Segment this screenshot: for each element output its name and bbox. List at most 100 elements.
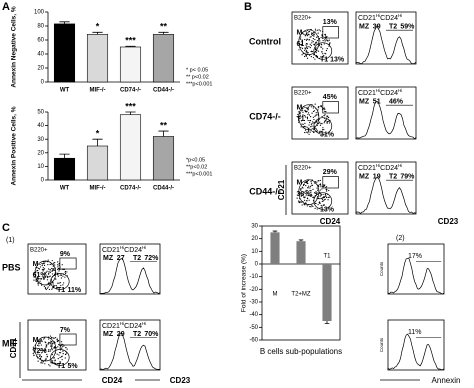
event-dot [302, 115, 304, 118]
event-dot [51, 345, 53, 347]
event-dot [312, 56, 315, 59]
event-dot [307, 109, 309, 111]
y-tick-label: -10 [249, 274, 258, 280]
event-dot [57, 264, 59, 266]
event-dot [46, 353, 48, 356]
event-dot [300, 46, 302, 49]
event-dot [310, 126, 312, 128]
event-dot [305, 55, 307, 57]
y-axis-label: Annexin Positive Cells, % [11, 106, 18, 185]
event-dot [314, 103, 316, 105]
population-label: 19 [373, 173, 381, 180]
event-dot [322, 196, 324, 199]
y-tick-label: 40 [37, 52, 44, 58]
event-dot [320, 123, 322, 125]
histogram-title-part: Hi [398, 163, 402, 168]
histogram-title-part: CD21 [102, 247, 120, 254]
plot-frame [261, 225, 341, 341]
y-tick-label: 100 [34, 10, 45, 16]
event-dot [306, 45, 308, 47]
bar [86, 34, 109, 83]
event-dot [57, 266, 59, 268]
histogram-title-part: Hi [376, 163, 380, 168]
significance: ** [160, 22, 168, 32]
event-dot [305, 189, 307, 192]
note: ***p<0.001 [186, 81, 212, 87]
population-label: 31% [320, 132, 335, 139]
event-dot [309, 190, 311, 192]
y-tick-label: 30 [251, 224, 258, 230]
event-dot [310, 50, 312, 53]
event-dot [316, 181, 318, 183]
event-dot [304, 196, 306, 198]
event-dot [44, 276, 46, 279]
event-dot [308, 34, 310, 36]
event-dot [319, 195, 321, 197]
event-dot [43, 277, 45, 280]
event-dot [58, 343, 60, 346]
event-dot [62, 346, 64, 348]
event-dot [48, 281, 50, 283]
error-bar [158, 31, 169, 35]
event-dot [44, 287, 47, 289]
event-dot [37, 279, 39, 281]
gate [313, 192, 333, 210]
gate [322, 101, 339, 114]
event-dot [324, 198, 326, 200]
histogram-frame [387, 319, 445, 371]
event-dot [300, 201, 302, 203]
event-dot [49, 342, 51, 344]
event-dot [304, 34, 306, 36]
event-dot [319, 179, 321, 182]
event-dot [39, 266, 42, 268]
event-dot [301, 204, 303, 206]
row-label: Control [249, 36, 281, 46]
event-dot [306, 50, 308, 52]
histogram-title: CD21HiCD24Hi [358, 13, 402, 22]
histogram-title-part: CD24 [124, 247, 142, 254]
note: ***p<0.001 [186, 171, 212, 177]
event-dot [47, 282, 50, 285]
event-dot [307, 187, 309, 189]
event-dot [327, 199, 329, 201]
histogram-title: CD21HiCD24Hi [358, 163, 402, 172]
error-bar [59, 21, 70, 24]
event-dot [54, 264, 56, 266]
event-dot [47, 350, 50, 352]
event-dot [325, 39, 328, 41]
population-label: T1 [320, 57, 328, 64]
event-dot [323, 107, 326, 109]
event-dot [323, 129, 325, 131]
event-dot [45, 342, 47, 344]
event-dot [322, 193, 324, 196]
event-dot [51, 267, 53, 270]
significance: * [96, 129, 100, 139]
event-dot [65, 346, 67, 349]
event-dot [321, 129, 324, 131]
event-dot [308, 105, 310, 107]
event-dot [55, 278, 57, 280]
event-dot [300, 110, 302, 112]
event-dot [323, 122, 325, 124]
bar [86, 145, 109, 181]
event-dot [311, 125, 313, 127]
x-axis-label: B cells sub-populations [260, 347, 342, 356]
event-dot [319, 201, 321, 203]
event-dot [311, 32, 313, 34]
event-dot [319, 189, 321, 191]
histogram-title-part: CD24 [380, 90, 398, 97]
axis-label: CD21 [9, 337, 18, 358]
event-dot [306, 197, 309, 199]
event-dot [307, 106, 309, 108]
event-dot [319, 30, 321, 32]
bar [53, 23, 76, 83]
event-dot [320, 186, 322, 188]
event-dot [310, 190, 312, 192]
event-dot [315, 112, 317, 114]
event-dot [304, 114, 306, 117]
x-tick-label: T1 [323, 254, 331, 260]
bar [53, 157, 76, 181]
population-label: 39 [373, 23, 381, 30]
event-dot [40, 348, 42, 350]
event-dot [312, 41, 314, 43]
